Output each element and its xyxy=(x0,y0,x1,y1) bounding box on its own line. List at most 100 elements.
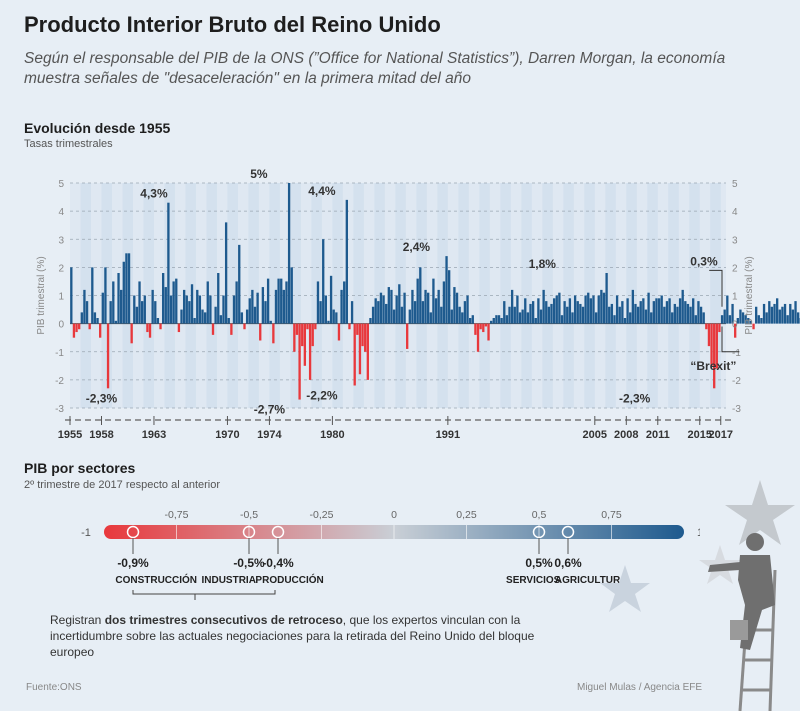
gdp-bar xyxy=(584,295,587,324)
sector-name: CONSTRUCCIÓN xyxy=(115,573,197,586)
gdp-bar xyxy=(164,287,167,324)
year-stripe xyxy=(321,183,333,408)
gdp-bar xyxy=(295,323,299,335)
chart-annotation: 4,4% xyxy=(308,184,336,198)
worker-illustration xyxy=(600,480,795,711)
worker-icon xyxy=(708,533,775,650)
year-stripe xyxy=(489,183,501,408)
x-tick-label: 1974 xyxy=(257,429,282,440)
gdp-bar xyxy=(130,323,133,344)
gdp-bar xyxy=(474,323,477,335)
gdp-bar xyxy=(537,298,540,324)
gdp-bar xyxy=(468,318,472,324)
chart-annotation: -2,7% xyxy=(254,403,286,417)
gdp-bar xyxy=(531,301,535,324)
gdp-bar xyxy=(335,312,338,324)
callout-line xyxy=(709,269,723,307)
gdp-bar xyxy=(419,267,422,324)
y-tick-label: -1 xyxy=(732,348,741,359)
gdp-bar xyxy=(167,202,170,324)
gdp-bar xyxy=(513,306,516,324)
gdp-bar xyxy=(240,312,244,324)
gdp-bar xyxy=(190,284,194,324)
gdp-bar xyxy=(482,323,485,333)
gdp-bar xyxy=(146,323,149,333)
gdp-bar xyxy=(99,323,102,338)
gdp-bar xyxy=(227,318,230,324)
gdp-bar xyxy=(416,278,419,324)
gdp-bar xyxy=(371,306,375,324)
gdp-bar xyxy=(686,303,690,324)
gdp-bar xyxy=(652,301,656,324)
sector-value: 0,5% xyxy=(525,556,553,570)
gdp-bar xyxy=(429,312,432,324)
gdp-bar xyxy=(193,318,196,324)
chart-annotation: 5% xyxy=(250,167,268,181)
gdp-bar xyxy=(534,318,537,324)
gdp-bar xyxy=(353,323,356,386)
gdp-bar xyxy=(232,295,236,324)
sector-marker xyxy=(242,525,256,539)
gdp-bar xyxy=(489,320,493,324)
gdp-bar xyxy=(261,287,265,324)
gdp-bar xyxy=(783,303,787,324)
gdp-bar xyxy=(587,292,590,324)
gdp-bar xyxy=(140,301,144,324)
y-tick-label: 3 xyxy=(732,235,738,246)
gdp-bar xyxy=(269,320,272,324)
y-tick-label: 1 xyxy=(732,292,738,303)
gdp-bar xyxy=(608,306,611,324)
gdp-bar xyxy=(427,292,430,324)
year-stripe xyxy=(70,183,81,408)
gdp-bar xyxy=(594,312,598,324)
gdp-bar xyxy=(358,323,362,375)
gdp-bar xyxy=(290,267,293,324)
gdp-bar xyxy=(573,295,577,324)
page-title: Producto Interior Bruto del Reino Unido xyxy=(24,12,441,37)
gdp-bar xyxy=(88,323,91,330)
star-icon xyxy=(725,480,795,545)
gdp-bar xyxy=(765,312,768,324)
gdp-bar xyxy=(72,323,76,338)
gdp-bar xyxy=(442,281,446,324)
gdp-bar xyxy=(455,292,459,324)
gdp-bar xyxy=(343,281,346,324)
chart-annotation: 4,3% xyxy=(140,187,168,201)
gdp-bar xyxy=(558,292,561,324)
y-tick-label: 4 xyxy=(58,207,64,218)
gdp-bar xyxy=(287,183,291,324)
gdp-bar xyxy=(437,289,440,324)
y-tick-label: 5 xyxy=(732,179,738,190)
y-tick-label: -3 xyxy=(732,404,741,415)
gdp-bar xyxy=(125,253,128,324)
gdp-bar xyxy=(127,253,131,324)
gdp-bar xyxy=(324,295,328,324)
gdp-bar xyxy=(238,244,241,324)
gdp-bar xyxy=(466,295,469,324)
gdp-bar xyxy=(510,289,514,324)
gdp-bar xyxy=(293,323,296,352)
gdp-bar xyxy=(329,275,333,324)
year-stripe xyxy=(111,183,123,408)
gdp-bar xyxy=(75,323,78,333)
x-tick-label: 2015 xyxy=(688,429,712,440)
gdp-bar xyxy=(718,323,721,333)
gdp-bar xyxy=(529,303,532,324)
gdp-bar xyxy=(741,312,745,324)
gdp-bar xyxy=(524,298,527,324)
gdp-bar xyxy=(78,323,81,330)
gdp-bar xyxy=(374,298,377,324)
gdp-bar xyxy=(182,289,186,324)
gdp-bar xyxy=(660,295,663,324)
gdp-bar xyxy=(180,309,183,324)
gdp-bar xyxy=(337,323,341,341)
gdp-bar xyxy=(734,323,737,338)
chart2-title: PIB por sectores xyxy=(24,460,136,476)
gdp-bar xyxy=(196,289,199,324)
scale-end-label: 1 xyxy=(697,527,700,539)
chart1-subtitle: Tasas trimestrales xyxy=(24,138,113,150)
gdp-bar xyxy=(505,315,509,324)
chart1-title: Evolución desde 1955 xyxy=(24,120,171,136)
gdp-bar xyxy=(406,323,409,349)
gdp-bar xyxy=(266,278,270,324)
